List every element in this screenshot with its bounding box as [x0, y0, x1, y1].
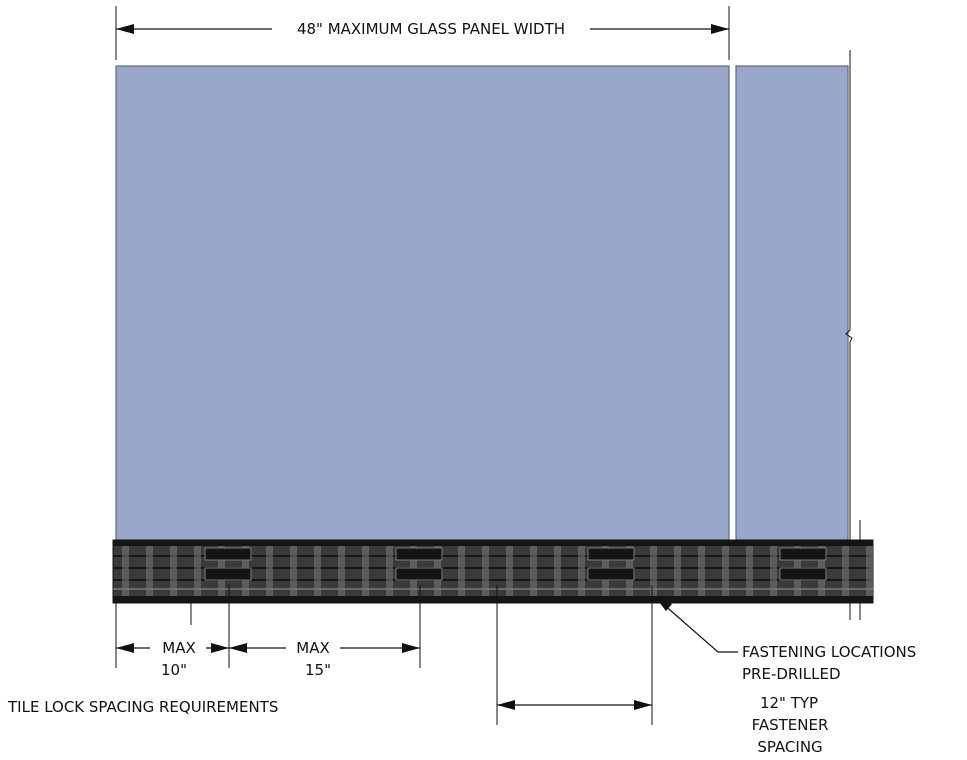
tile-lock-block: [204, 547, 252, 561]
rail-rib: [554, 546, 561, 596]
glass-panel-main: [115, 65, 730, 541]
fastening-leader: FASTENING LOCATIONS PRE-DRILLED: [656, 598, 916, 683]
tile-lock-block: [204, 567, 252, 581]
tile-lock-block: [779, 547, 827, 561]
rail-rib: [458, 546, 465, 596]
typ-label-line2: FASTENER: [752, 716, 829, 734]
fastening-label-line2: PRE-DRILLED: [742, 665, 841, 683]
rail-rib: [362, 546, 369, 596]
rail-rib: [482, 546, 489, 596]
max-15-label-bottom: 15": [305, 661, 331, 679]
rail-rib: [146, 546, 153, 596]
typ-label-line1: 12" TYP: [760, 694, 818, 712]
rail-rib: [530, 546, 537, 596]
rail-rib: [314, 546, 321, 596]
wall-break-line: [845, 50, 853, 620]
rail-rib: [266, 546, 273, 596]
rail-rib: [722, 546, 729, 596]
rail-rib: [386, 546, 393, 596]
max-15-label-top: MAX: [296, 639, 329, 657]
typ-label-line3: SPACING: [757, 738, 822, 756]
rail-rib: [698, 546, 705, 596]
tile-lock-block: [395, 547, 443, 561]
max-10-label-top: MAX: [162, 639, 195, 657]
rail-rib: [866, 546, 873, 596]
tile-lock-block: [587, 547, 635, 561]
rail-rib: [338, 546, 345, 596]
tile-lock-label: TILE LOCK SPACING REQUIREMENTS: [7, 698, 278, 716]
glass-panel-secondary: [735, 65, 849, 541]
max-10-label-bottom: 10": [161, 661, 187, 679]
rail-rib: [674, 546, 681, 596]
panel-width-label: 48" MAXIMUM GLASS PANEL WIDTH: [297, 20, 565, 38]
panel-width-dimension: 48" MAXIMUM GLASS PANEL WIDTH: [115, 6, 730, 60]
tile-lock-block: [587, 567, 635, 581]
rail-rib: [746, 546, 753, 596]
rail-rib: [506, 546, 513, 596]
max-15-dimension: MAX 15": [229, 639, 420, 679]
rail-rib: [770, 546, 777, 596]
base-rail: [112, 539, 874, 604]
tile-lock-block: [779, 567, 827, 581]
max-10-dimension: MAX 10": [116, 639, 229, 679]
rail-rib: [578, 546, 585, 596]
rail-rib: [122, 546, 129, 596]
fastening-label-line1: FASTENING LOCATIONS: [742, 643, 916, 661]
fastener-spacing-dimension: 12" TYP FASTENER SPACING: [497, 694, 828, 756]
rail-rib: [194, 546, 201, 596]
rail-rib: [650, 546, 657, 596]
rail-rib: [170, 546, 177, 596]
tile-lock-block: [395, 567, 443, 581]
rail-rib: [842, 546, 849, 596]
rail-rib: [290, 546, 297, 596]
